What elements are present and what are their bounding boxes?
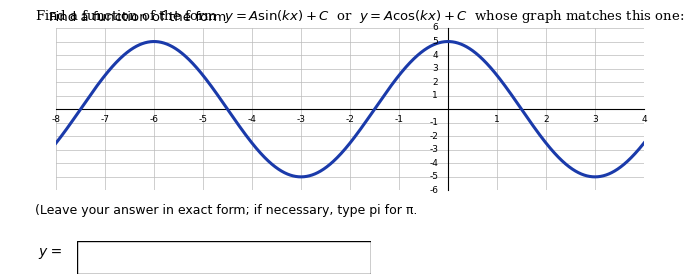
Text: 1: 1 xyxy=(433,91,438,100)
Text: 4: 4 xyxy=(433,51,438,60)
Text: Find a function of the form  $y = A\sin(kx) + C$  or  $y = A\cos(kx) + C$  whose: Find a function of the form $y = A\sin(k… xyxy=(35,8,685,25)
Text: -3: -3 xyxy=(429,145,438,154)
Text: -6: -6 xyxy=(150,115,158,124)
FancyBboxPatch shape xyxy=(77,241,371,274)
Text: -4: -4 xyxy=(429,159,438,168)
Text: 2: 2 xyxy=(543,115,549,124)
Text: -3: -3 xyxy=(297,115,305,124)
Text: -5: -5 xyxy=(199,115,207,124)
Text: -8: -8 xyxy=(52,115,60,124)
Text: -4: -4 xyxy=(248,115,256,124)
Text: 5: 5 xyxy=(433,37,438,46)
Text: 6: 6 xyxy=(433,24,438,32)
Text: -2: -2 xyxy=(429,132,438,141)
Text: 3: 3 xyxy=(433,64,438,73)
Text: -5: -5 xyxy=(429,172,438,181)
Text: 1: 1 xyxy=(494,115,500,124)
Text: -7: -7 xyxy=(101,115,109,124)
Text: -2: -2 xyxy=(346,115,354,124)
Text: -1: -1 xyxy=(395,115,403,124)
Text: -1: -1 xyxy=(429,118,438,127)
Text: Find a function of the form: Find a function of the form xyxy=(49,11,234,24)
Text: (Leave your answer in exact form; if necessary, type pi for π.: (Leave your answer in exact form; if nec… xyxy=(35,204,417,217)
Text: -6: -6 xyxy=(429,186,438,195)
Text: y =: y = xyxy=(38,245,63,259)
Text: 4: 4 xyxy=(641,115,647,124)
Text: 3: 3 xyxy=(592,115,598,124)
Text: 2: 2 xyxy=(433,78,438,87)
